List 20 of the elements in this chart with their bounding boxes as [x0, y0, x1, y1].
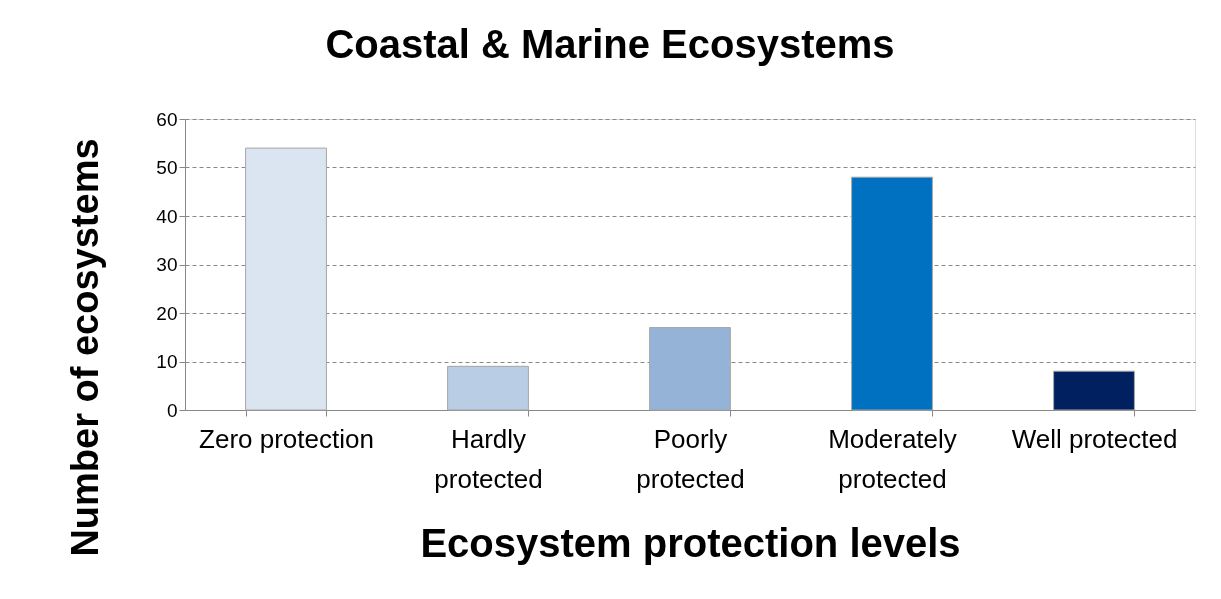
- x-tick-label: Poorly protected: [636, 423, 745, 494]
- y-tick-label: 0: [166, 399, 178, 421]
- x-tick-label: Zero protection: [199, 423, 374, 454]
- x-tick-label: Hardly protected: [434, 423, 543, 494]
- y-tick-label: 60: [156, 108, 178, 130]
- y-tick-label: 10: [156, 351, 178, 372]
- bar: [1053, 370, 1135, 411]
- bar: [851, 176, 933, 411]
- x-tick-label: Moderately protected: [828, 423, 957, 494]
- bar: [649, 327, 731, 411]
- x-axis-title: Ecosystem protection levels: [420, 520, 961, 565]
- y-axis-title: Number of ecosystems: [64, 138, 107, 557]
- y-tick-label: 50: [156, 157, 178, 178]
- y-tick-label: 30: [156, 254, 178, 275]
- y-tick-label: 40: [156, 205, 178, 227]
- bar: [245, 147, 327, 411]
- x-tick-label: Well protected: [1011, 423, 1178, 454]
- bar: [447, 365, 529, 411]
- y-tick-label: 20: [156, 302, 178, 324]
- chart-title: Coastal & Marine Ecosystems: [325, 22, 895, 66]
